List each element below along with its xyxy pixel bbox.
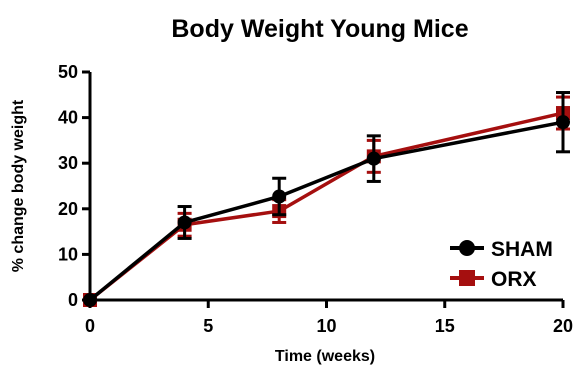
legend-label: SHAM [491,238,553,261]
x-tick-label: 15 [435,316,455,336]
legend-item-orx: ORX [450,268,537,291]
y-tick-label: 30 [58,153,78,173]
x-tick-label: 0 [85,316,95,336]
legend-item-sham: SHAM [450,238,553,261]
data-point [366,151,381,166]
x-tick-label: 10 [316,316,336,336]
legend: SHAM ORX [450,238,553,291]
series-layer [83,91,570,307]
data-point [272,189,287,204]
legend-marker [459,270,475,286]
legend-marker [459,240,475,256]
y-tick-label: 20 [58,199,78,219]
x-axis-label: Time (weeks) [275,348,375,365]
series-sham [83,91,570,307]
axes: 0 10 20 30 40 50 0 5 10 15 20 [58,62,573,336]
x-tick-label: 20 [553,316,573,336]
data-point [83,293,97,307]
y-tick-label: 10 [58,244,78,264]
data-point [556,115,570,130]
y-tick-label: 50 [58,62,78,82]
data-point [177,215,192,230]
y-tick-label: 40 [58,108,78,128]
y-tick-label: 0 [68,290,78,310]
legend-label: ORX [491,268,537,291]
y-axis-label: % change body weight [10,99,27,272]
chart-title: Body Weight Young Mice [171,15,468,43]
x-tick-label: 5 [203,316,213,336]
